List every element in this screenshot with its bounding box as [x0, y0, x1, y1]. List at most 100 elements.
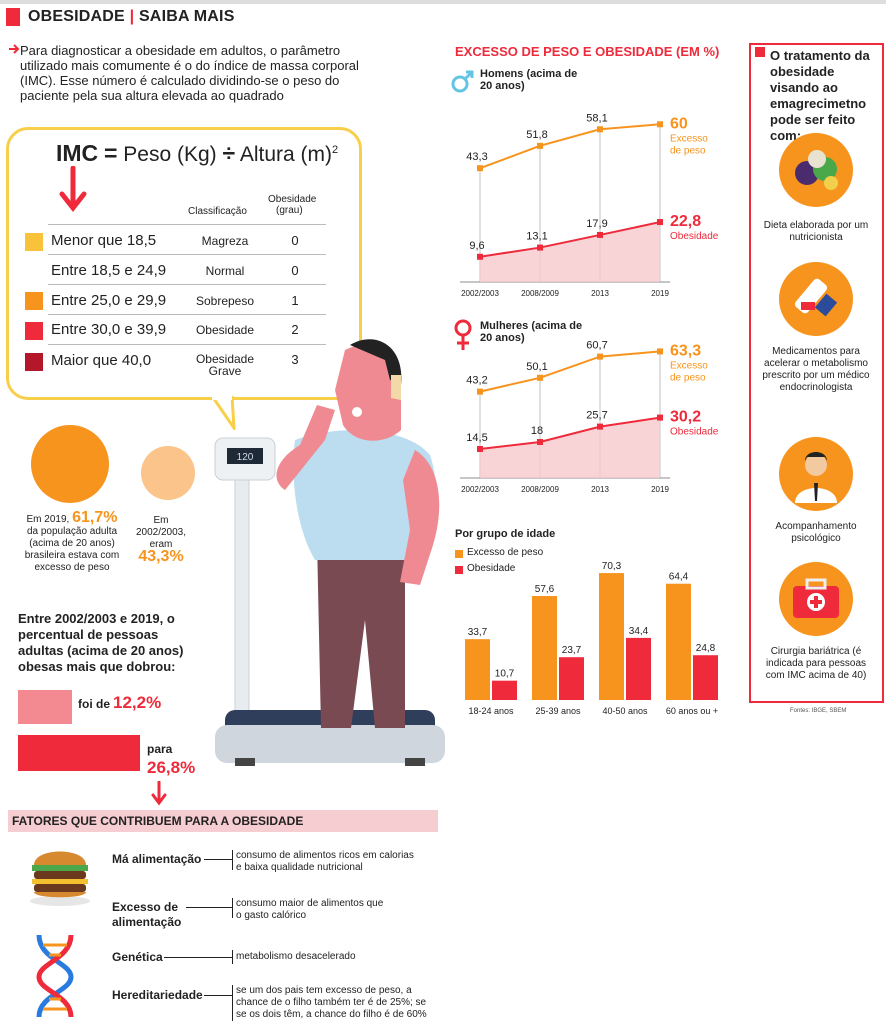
- medicine-icon: [779, 262, 853, 336]
- row-swatch: [25, 292, 43, 310]
- formula-equals: =: [104, 140, 118, 166]
- data-label: 25,7: [586, 410, 607, 422]
- bar: [492, 680, 517, 700]
- table-row-range: Entre 30,0 e 39,9: [51, 321, 167, 338]
- data-label: 13,1: [526, 231, 547, 243]
- table-row-grade: 2: [291, 322, 299, 337]
- arrow-down-icon: [59, 166, 87, 213]
- obese-2003-value: 12,2%: [113, 693, 162, 712]
- bar-chart-title: Por grupo de idade: [455, 528, 556, 540]
- top-rule: [0, 0, 886, 4]
- table-rule: [48, 314, 326, 315]
- series-label-2: de peso: [670, 372, 706, 383]
- tick-label: 2008/2009: [521, 289, 559, 298]
- header-marker: [6, 8, 20, 26]
- factor-bracket: [232, 850, 233, 870]
- factor-name: Excesso de alimentação: [112, 900, 182, 929]
- factor-name: Genética: [112, 950, 163, 964]
- stat-2019-text: da população adulta (acima de 20 anos) b…: [24, 526, 120, 573]
- data-label: 43,2: [466, 375, 487, 387]
- data-point: [597, 126, 603, 133]
- tick-label: 2019: [651, 485, 669, 494]
- tick-label: 2008/2009: [521, 485, 559, 494]
- table-rule: [48, 224, 326, 225]
- bar-value-label: 70,3: [602, 561, 622, 572]
- bar: [559, 657, 584, 700]
- factor-desc: se um dos pais tem excesso de peso, a ch…: [236, 985, 427, 1020]
- factor-name: Má alimentação: [112, 852, 202, 866]
- factor-bracket: [232, 950, 233, 964]
- treatment-title: O tratamento da obesidade visando ao ema…: [770, 48, 870, 143]
- table-row-class: Sobrepeso: [195, 294, 255, 308]
- obese-2003-bar: [18, 690, 72, 724]
- man-on-scale-illustration: 120: [214, 339, 445, 766]
- legend-swatch-excess: [455, 550, 463, 558]
- tick-label: 2013: [591, 289, 609, 298]
- factor-name: Hereditariedade: [112, 988, 203, 1002]
- obese-2019-value: 26,8%: [147, 758, 196, 777]
- data-label: 14,5: [466, 432, 487, 444]
- stat-2003-pre: Em 2002/2003, eram: [135, 515, 187, 550]
- header-separator: |: [129, 8, 135, 25]
- series-line: [479, 416, 661, 450]
- table-row-range: Entre 18,5 e 24,9: [51, 262, 167, 279]
- data-label: 58,1: [586, 112, 607, 124]
- treatment-caption: Cirurgia bariátrica (é indicada para pes…: [765, 646, 867, 681]
- formula-exponent: 2: [332, 144, 339, 156]
- table-head-grade-1: Obesidade: [268, 194, 317, 205]
- treatment-caption: Dieta elaborada por um nutricionista: [763, 220, 869, 243]
- arrow-right-icon: [8, 42, 20, 60]
- bubble-tail: [212, 396, 236, 430]
- chart-women-subtitle: Mulheres (acima de 20 anos): [480, 320, 583, 344]
- legend-swatch-obesity: [455, 566, 463, 574]
- table-rule: [48, 344, 326, 345]
- legend-excess: Excesso de peso: [467, 547, 544, 558]
- data-point: [537, 244, 543, 251]
- series-line: [479, 350, 661, 393]
- factor-connector: [204, 995, 232, 996]
- stat-2019-circle: [31, 425, 109, 503]
- arrow-down-small-icon: [151, 781, 167, 806]
- data-point: [477, 253, 483, 260]
- chart-age-groups: 33,7 10,7 18-24 anos 57,6 23,7 25-39 anos 70,3…: [465, 561, 718, 716]
- table-row-range: Entre 25,0 e 29,9: [51, 292, 167, 309]
- factors-title: FATORES QUE CONTRIBUEM PARA A OBESIDADE: [12, 814, 304, 828]
- data-label: 22,8: [670, 213, 701, 230]
- bar: [599, 573, 624, 700]
- header-subtitle: SAIBA MAIS: [138, 8, 235, 25]
- imc-formula: IMC = Peso (Kg) ÷ Altura (m)2: [56, 140, 338, 167]
- data-label: 43,3: [466, 151, 487, 163]
- obesity-area: [480, 417, 660, 478]
- imc-speech-bubble: [6, 127, 362, 400]
- table-row-grade: 1: [291, 293, 299, 308]
- male-symbol-icon: [451, 70, 474, 93]
- data-label: 9,6: [469, 240, 484, 252]
- data-label: 30,2: [670, 409, 701, 426]
- table-row-class: Magreza: [201, 234, 249, 248]
- bar: [532, 596, 557, 700]
- sources-note: Fontes: IBGE, SBEM: [790, 708, 847, 714]
- factor-desc: consumo maior de alimentos que o gasto c…: [236, 898, 384, 921]
- burger-icon: [30, 851, 90, 906]
- chart-men-subtitle: Homens (acima de 20 anos): [480, 68, 578, 92]
- bar-value-label: 34,4: [629, 626, 649, 637]
- obesity-area: [480, 222, 660, 282]
- category-label: 18-24 anos: [468, 706, 514, 716]
- factors-header-bar: [8, 810, 438, 832]
- treatment-box: [749, 43, 884, 703]
- table-row-grade: 0: [291, 263, 299, 278]
- table-row-range: Maior que 40,0: [51, 352, 152, 369]
- table-row-class: Obesidade: [195, 323, 255, 337]
- formula-height: Altura (m): [239, 143, 333, 166]
- factor-desc: metabolismo desacelerado: [236, 951, 356, 962]
- bar-value-label: 64,4: [669, 572, 689, 583]
- data-label: 60,7: [586, 340, 607, 352]
- factor-desc: consumo de alimentos ricos em calorias e…: [236, 850, 414, 873]
- data-point: [477, 446, 483, 452]
- data-label: 51,8: [526, 129, 547, 141]
- category-label: 40-50 anos: [602, 706, 648, 716]
- data-point: [537, 374, 543, 381]
- factor-connector: [186, 907, 232, 908]
- stat-2003-value: 43,3%: [138, 548, 184, 565]
